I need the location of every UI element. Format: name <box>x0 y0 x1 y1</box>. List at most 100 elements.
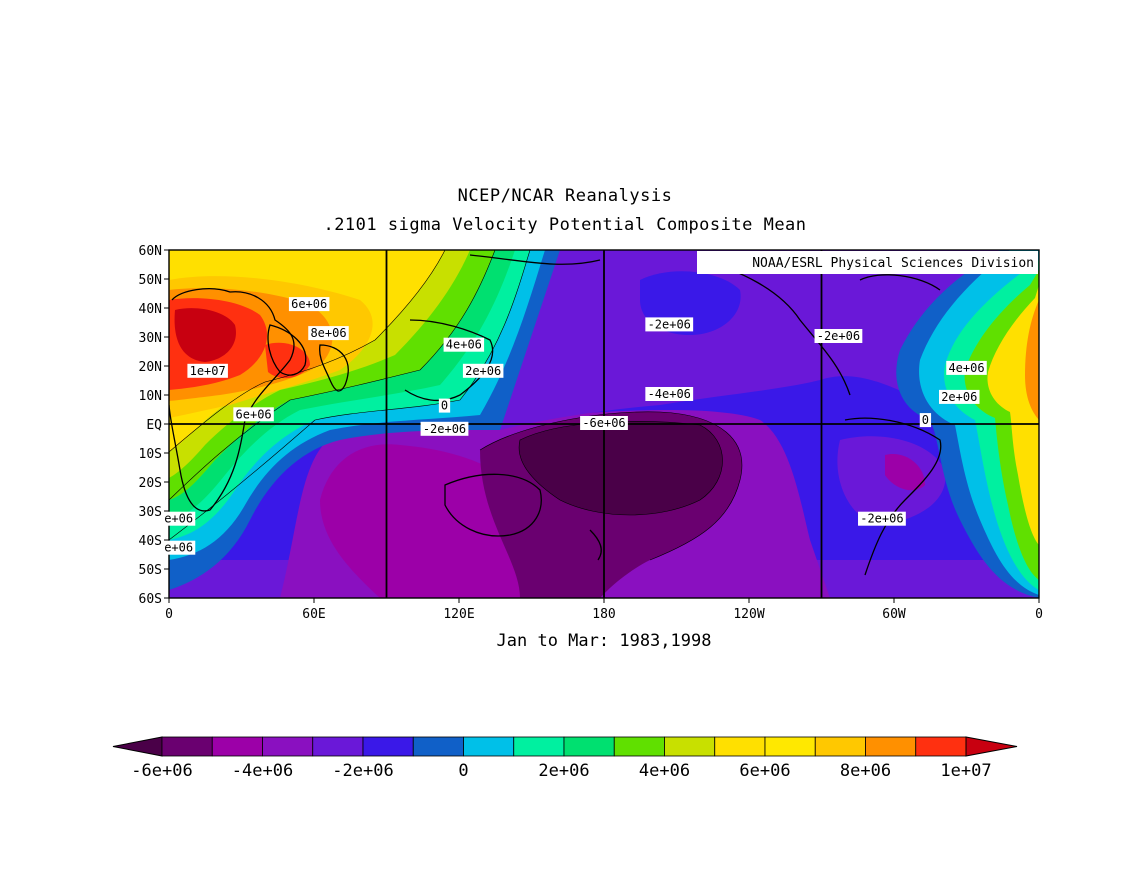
asia-north-outline <box>469 254 601 265</box>
contour-label: 6e+06 <box>236 407 272 421</box>
contour-label-bg <box>645 387 694 401</box>
contour-label-bg <box>858 511 906 526</box>
y-tick-label: 10N <box>139 389 162 404</box>
contour-label-bg <box>580 416 628 430</box>
x-tick-label: 0 <box>1035 607 1043 622</box>
contour-2e6 <box>169 250 531 541</box>
india-outline <box>319 344 349 392</box>
x-tick-label: 0 <box>165 607 173 622</box>
contour-label: 2e+06 <box>465 364 501 378</box>
colorbar-box <box>412 736 464 757</box>
x-tick-label: 120E <box>443 607 474 622</box>
contour-label-bg <box>814 329 863 343</box>
contour-label: -2e+06 <box>817 329 860 343</box>
x-axis: 0 60E 120E 180 120W 60W 0 <box>165 598 1043 622</box>
atlantic-c8 <box>1025 300 1039 420</box>
contour-label-bg <box>438 398 451 413</box>
contour-label-bg <box>420 421 469 436</box>
contour-label-bg <box>162 540 196 555</box>
y-tick-label: 50N <box>139 273 162 288</box>
colorbar-box <box>362 736 414 757</box>
contour-label-bg <box>233 407 274 422</box>
colorbar <box>112 736 1018 757</box>
credit-text: NOAA/ESRL Physical Sciences Division <box>752 256 1034 271</box>
contour-label-bg <box>288 297 330 312</box>
contour-6e6 <box>169 250 446 453</box>
contour-label: -2e+06 <box>648 317 691 331</box>
contour-label-bg <box>645 317 694 332</box>
contour-m5 <box>479 411 743 561</box>
contour-label: 2e+06 <box>941 390 977 404</box>
colorbar-label: 0 <box>458 761 468 781</box>
contour-label: e+06 <box>164 512 193 526</box>
africa-outline <box>169 288 295 512</box>
colorbar-box <box>312 736 364 757</box>
y-tick-label: 60N <box>139 244 162 259</box>
colorbar-label: 2e+06 <box>538 761 589 781</box>
credit-box <box>697 251 1038 274</box>
contour-label-bg <box>308 326 349 341</box>
colorbar-box <box>664 736 716 757</box>
atlantic-c6 <box>987 285 1039 545</box>
colorbar-label: -4e+06 <box>232 761 293 781</box>
australia-outline <box>444 473 542 537</box>
colorbar-label: 8e+06 <box>840 761 891 781</box>
contour-label: 4e+06 <box>446 338 482 352</box>
y-tick-label: EQ <box>146 418 162 433</box>
arabia-outline <box>267 324 307 376</box>
contour-label: 4e+06 <box>948 361 984 375</box>
colorbar-box <box>262 736 314 757</box>
chart-title: NCEP/NCAR Reanalysis <box>457 186 673 206</box>
contour-label-bg <box>919 413 932 428</box>
colorbar-box <box>865 736 917 757</box>
south-america-core <box>885 454 925 491</box>
colorbar-labels: -6e+06 -4e+06 -2e+06 0 2e+06 4e+06 6e+06 8e+06 1… <box>131 761 991 781</box>
y-tick-label: 10S <box>139 447 162 462</box>
coastlines <box>169 254 942 576</box>
arabia-max <box>265 342 310 379</box>
greenland-outline <box>859 274 941 291</box>
southeast-asia-outline <box>404 319 494 402</box>
contour-label: 0 <box>922 413 929 427</box>
contour-4e6 <box>169 250 496 501</box>
contour-lines <box>169 250 743 561</box>
y-tick-label: 30S <box>139 505 162 520</box>
contour-label: 1e+07 <box>190 364 226 378</box>
contour-labels: 6e+06 8e+06 1e+07 4e+06 2e+06 6e+06 0 -2e+06 -6e… <box>162 297 987 555</box>
contour-label: -4e+06 <box>648 387 691 401</box>
contour-label: -6e+06 <box>582 416 625 430</box>
y-tick-label: 50S <box>139 563 162 578</box>
colorbar-right-arrow <box>965 736 1018 757</box>
colorbar-box <box>513 736 565 757</box>
colorbar-box <box>613 736 665 757</box>
south-america-outline <box>844 417 942 576</box>
contour-label: 0 <box>441 399 448 413</box>
y-tick-label: 60S <box>139 592 162 607</box>
colorbar-box <box>211 736 263 757</box>
time-caption: Jan to Mar: 1983,1998 <box>496 631 712 651</box>
x-tick-label: 60W <box>882 607 906 622</box>
contour-label-bg <box>946 360 987 375</box>
contour-label: 6e+06 <box>291 297 327 311</box>
pacific-minimum <box>519 421 723 515</box>
colorbar-box <box>814 736 866 757</box>
chart-subtitle: .2101 sigma Velocity Potential Composite… <box>323 215 807 235</box>
y-tick-label: 40S <box>139 534 162 549</box>
contour-label: -2e+06 <box>860 512 903 526</box>
colorbar-box <box>161 736 213 757</box>
contour-label: 8e+06 <box>310 326 346 340</box>
contour-label-bg <box>462 363 504 378</box>
y-axis: 60N 50N 40N 30N 20N 10N EQ 10S 20S 30S 40S 50S 60S <box>139 244 169 607</box>
colorbar-label: 6e+06 <box>739 761 790 781</box>
y-tick-label: 20N <box>139 360 162 375</box>
colorbar-label: 4e+06 <box>639 761 690 781</box>
contour-label-bg <box>443 337 485 352</box>
contour-label-bg <box>939 389 980 404</box>
y-tick-label: 20S <box>139 476 162 491</box>
x-tick-label: 180 <box>592 607 615 622</box>
colorbar-box <box>563 736 615 757</box>
contour-label: e+06 <box>164 541 193 555</box>
y-tick-label: 40N <box>139 302 162 317</box>
x-tick-label: 120W <box>733 607 764 622</box>
